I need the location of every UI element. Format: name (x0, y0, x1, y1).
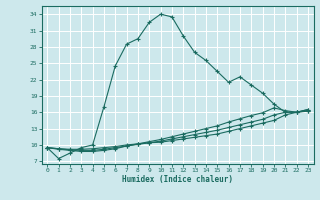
X-axis label: Humidex (Indice chaleur): Humidex (Indice chaleur) (122, 175, 233, 184)
